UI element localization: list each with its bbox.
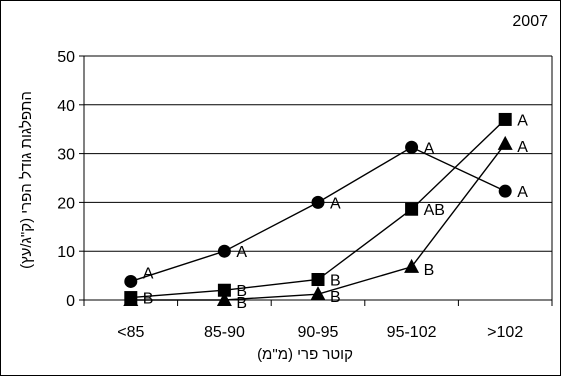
data-point-circle — [405, 140, 419, 154]
significance-label: B — [330, 289, 341, 306]
data-point-triangle — [216, 292, 232, 306]
chart-title: 2007 — [512, 13, 548, 30]
y-tick-label: 0 — [66, 293, 75, 310]
y-tick-label: 10 — [57, 244, 75, 261]
significance-label: B — [236, 295, 247, 312]
significance-label: A — [330, 195, 341, 212]
data-point-circle — [124, 274, 138, 288]
data-point-square — [498, 112, 512, 126]
y-tick-label: 20 — [57, 195, 75, 212]
significance-label: AB — [424, 202, 445, 219]
data-point-square — [217, 283, 231, 297]
significance-label: B — [330, 273, 341, 290]
y-axis-title: התפלגות גודל הפרי (ק"ג/עץ) — [18, 91, 35, 269]
x-axis-title: קוטר פרי (מ"מ) — [257, 346, 353, 363]
significance-label: A — [517, 184, 528, 201]
x-tick-label: <85 — [117, 324, 144, 341]
x-tick-label: 90-95 — [298, 324, 339, 341]
significance-label: A — [236, 244, 247, 261]
significance-label: A — [517, 139, 528, 156]
data-point-circle — [217, 244, 231, 258]
data-point-circle — [498, 184, 512, 198]
significance-label: B — [236, 283, 247, 300]
series-group — [123, 112, 513, 306]
y-tick-label: 30 — [57, 147, 75, 164]
axes: 0 10 20 30 40 50 <85 85-90 90-95 95-102 >102 — [57, 49, 553, 341]
y-tick-label: 40 — [57, 98, 75, 115]
data-point-square — [405, 202, 419, 216]
x-tick-label: >102 — [487, 324, 523, 341]
significance-label: B — [424, 262, 435, 279]
data-point-triangle — [310, 286, 326, 301]
data-point-triangle — [404, 258, 420, 273]
y-tick-label: 50 — [57, 49, 75, 66]
significance-label: A — [424, 140, 435, 157]
data-point-triangle — [123, 292, 139, 306]
significance-label: B — [143, 291, 154, 308]
x-tick-label: 85-90 — [204, 324, 245, 341]
data-point-square — [311, 273, 325, 287]
significance-label: A — [517, 112, 528, 129]
data-point-triangle — [497, 135, 513, 150]
x-tick-label: 95-102 — [387, 324, 437, 341]
significance-label: A — [143, 265, 154, 282]
data-point-circle — [311, 195, 325, 209]
